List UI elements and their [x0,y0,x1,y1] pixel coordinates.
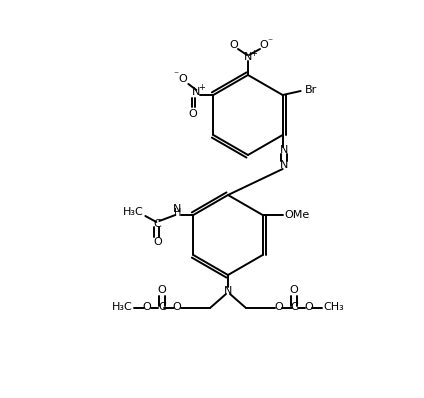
Text: N: N [279,145,288,155]
Text: N: N [224,286,232,296]
Text: H: H [174,208,181,218]
Text: ⁻: ⁻ [174,70,179,80]
Text: O: O [158,285,166,295]
Text: N: N [244,52,252,62]
Text: O: O [188,109,197,119]
Text: O: O [304,302,313,312]
Text: ⁻: ⁻ [268,37,273,47]
Text: OMe: OMe [284,210,309,220]
Text: O: O [178,74,187,84]
Text: O: O [173,302,181,312]
Text: H₃C: H₃C [123,207,144,217]
Text: O: O [290,285,298,295]
Text: O: O [230,40,238,50]
Text: CH₃: CH₃ [324,302,344,312]
Text: +: + [250,49,257,57]
Text: O: O [259,40,268,50]
Text: C: C [290,302,298,312]
Text: +: + [198,82,205,92]
Text: N: N [173,204,181,214]
Text: O: O [142,302,151,312]
Text: N: N [279,160,288,170]
Text: C: C [153,219,161,229]
Text: H₃C: H₃C [112,302,132,312]
Text: N: N [192,87,201,97]
Text: O: O [275,302,283,312]
Text: O: O [153,237,162,247]
Text: Br: Br [304,85,317,95]
Text: C: C [158,302,166,312]
